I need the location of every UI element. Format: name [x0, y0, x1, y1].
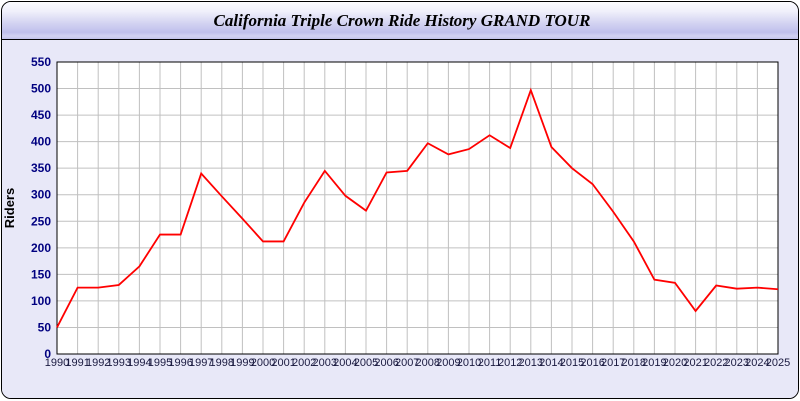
svg-text:450: 450 — [31, 108, 51, 122]
svg-text:100: 100 — [31, 294, 51, 308]
svg-text:Riders: Riders — [2, 188, 17, 228]
svg-text:300: 300 — [31, 188, 51, 202]
svg-text:350: 350 — [31, 161, 51, 175]
svg-text:150: 150 — [31, 267, 51, 281]
svg-text:400: 400 — [31, 135, 51, 149]
svg-text:550: 550 — [31, 55, 51, 69]
svg-text:250: 250 — [31, 214, 51, 228]
svg-text:2025: 2025 — [766, 357, 790, 369]
svg-text:50: 50 — [38, 320, 52, 334]
svg-text:200: 200 — [31, 241, 51, 255]
svg-text:500: 500 — [31, 82, 51, 96]
